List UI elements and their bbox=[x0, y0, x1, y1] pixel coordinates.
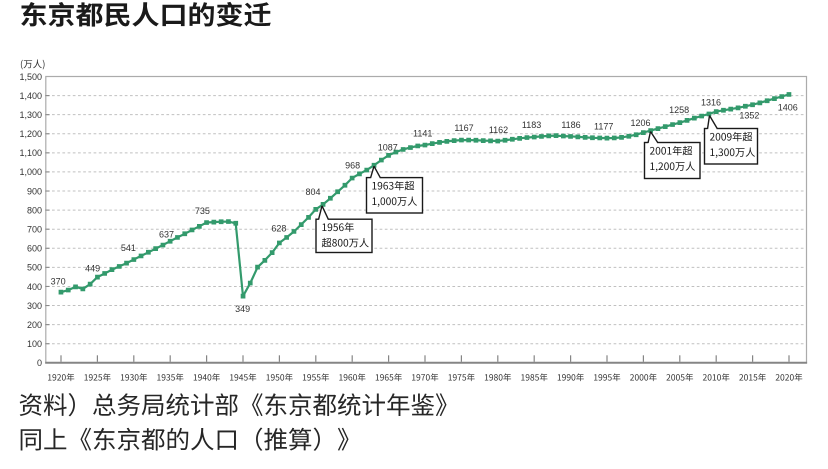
svg-text:735: 735 bbox=[195, 206, 210, 216]
svg-text:449: 449 bbox=[85, 264, 100, 274]
svg-text:700: 700 bbox=[27, 225, 42, 235]
svg-text:1087: 1087 bbox=[378, 143, 398, 153]
svg-text:1,300: 1,300 bbox=[19, 110, 42, 120]
svg-text:1186: 1186 bbox=[561, 120, 580, 130]
svg-text:628: 628 bbox=[271, 224, 286, 234]
svg-text:600: 600 bbox=[27, 244, 42, 254]
svg-text:370: 370 bbox=[51, 276, 66, 286]
svg-text:900: 900 bbox=[27, 186, 42, 196]
svg-text:400: 400 bbox=[27, 282, 42, 292]
svg-text:1,200: 1,200 bbox=[19, 129, 42, 139]
svg-text:541: 541 bbox=[121, 243, 136, 253]
svg-text:1183: 1183 bbox=[522, 120, 541, 130]
svg-text:1141: 1141 bbox=[413, 128, 432, 138]
svg-text:200: 200 bbox=[27, 320, 42, 330]
svg-text:1406: 1406 bbox=[778, 102, 798, 112]
svg-text:1162: 1162 bbox=[489, 125, 508, 135]
svg-text:1316: 1316 bbox=[701, 97, 721, 107]
svg-text:349: 349 bbox=[235, 304, 250, 314]
svg-text:637: 637 bbox=[159, 230, 174, 240]
svg-text:1352: 1352 bbox=[739, 110, 759, 120]
svg-text:1167: 1167 bbox=[454, 123, 473, 133]
svg-text:500: 500 bbox=[27, 263, 42, 273]
svg-text:800: 800 bbox=[27, 205, 42, 215]
svg-text:1,500: 1,500 bbox=[19, 72, 42, 82]
svg-text:1177: 1177 bbox=[594, 122, 613, 132]
svg-text:0: 0 bbox=[37, 358, 42, 368]
svg-text:300: 300 bbox=[27, 301, 42, 311]
svg-text:1,400: 1,400 bbox=[19, 91, 42, 101]
svg-text:1,000: 1,000 bbox=[19, 167, 42, 177]
svg-text:1258: 1258 bbox=[669, 105, 689, 115]
svg-text:968: 968 bbox=[345, 161, 360, 171]
svg-text:1206: 1206 bbox=[630, 118, 650, 128]
svg-text:1,100: 1,100 bbox=[19, 148, 42, 158]
svg-text:100: 100 bbox=[27, 339, 42, 349]
svg-text:804: 804 bbox=[305, 187, 320, 197]
